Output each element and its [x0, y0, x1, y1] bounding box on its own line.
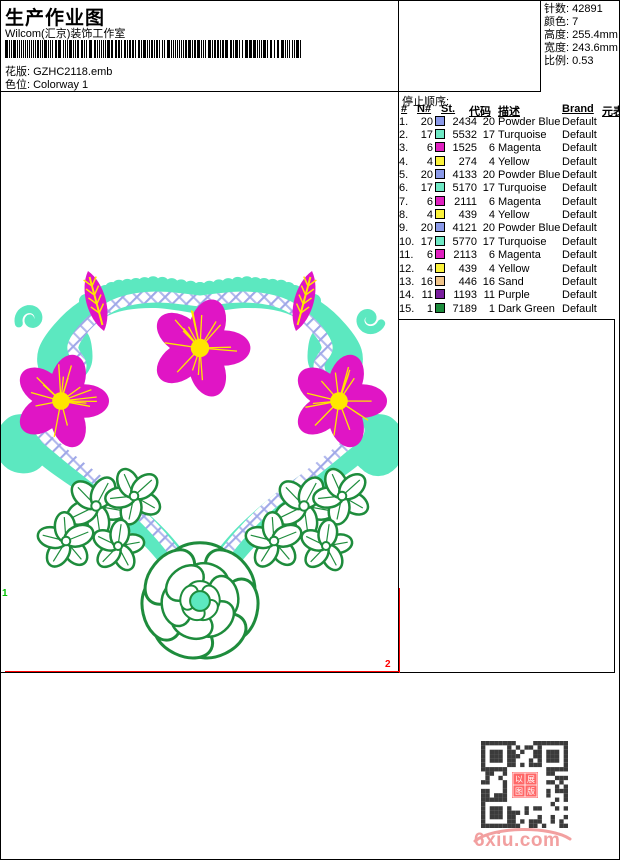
svg-text:图: 图: [515, 787, 523, 796]
svg-text:版: 版: [527, 786, 535, 796]
svg-text:展: 展: [527, 775, 535, 784]
svg-text:以: 以: [515, 775, 523, 784]
